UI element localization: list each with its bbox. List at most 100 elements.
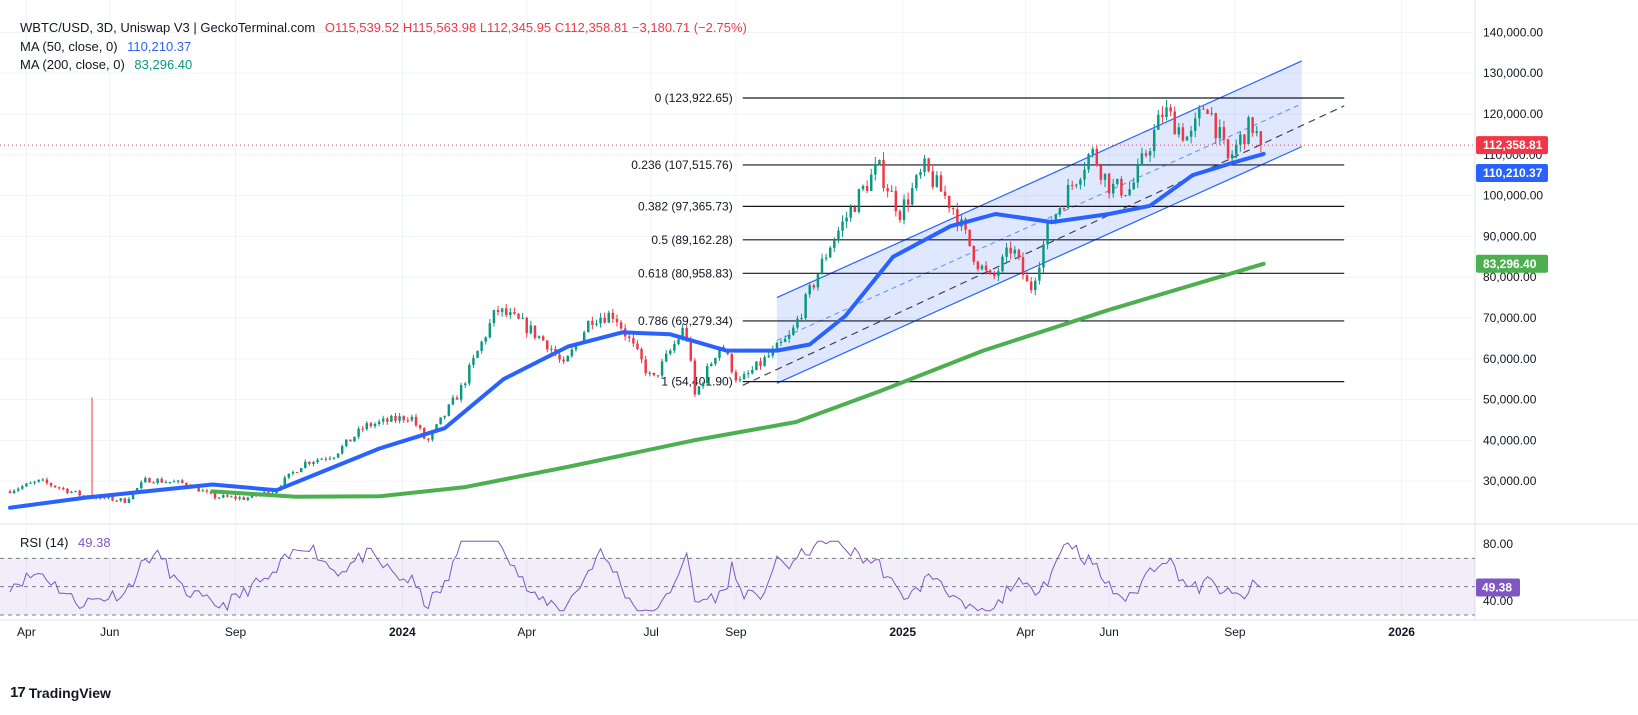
legend-ma50-row[interactable]: MA (50, close, 0) 110,210.37: [20, 39, 191, 55]
rsi-badge-label: 49.38: [1482, 581, 1512, 595]
candle-body: [890, 190, 893, 192]
tradingview-logo[interactable]: 17 TradingView: [10, 684, 111, 701]
candle: [911, 182, 914, 206]
candle-body: [250, 494, 254, 498]
candle: [521, 312, 524, 320]
candle-body: [435, 424, 438, 432]
candle-body: [1095, 148, 1099, 166]
candle-body: [697, 386, 701, 395]
candle-body: [664, 353, 668, 362]
time-axis-label: Apr: [17, 625, 36, 639]
candle: [41, 478, 45, 482]
candle-body: [21, 486, 24, 489]
candle: [451, 394, 455, 406]
candle: [783, 335, 787, 343]
candle: [1132, 177, 1135, 191]
candle-body: [1177, 127, 1181, 135]
candle-body: [1124, 195, 1127, 197]
candle-body: [865, 186, 869, 191]
price-badges: 112,358.81 110,210.37 83,296.40: [1476, 136, 1548, 273]
candle: [217, 497, 221, 499]
candle-body: [390, 415, 393, 422]
candle: [1230, 150, 1234, 163]
candle: [484, 336, 487, 345]
candle-body: [796, 318, 799, 328]
candle: [812, 283, 816, 290]
candle-body: [870, 174, 873, 191]
ohlc-open: O115,539.52: [324, 20, 400, 35]
candle-body: [1235, 144, 1238, 155]
candle: [234, 494, 237, 501]
candle: [1107, 172, 1111, 199]
rsi-label: RSI (14): [20, 535, 69, 550]
candle: [943, 185, 947, 200]
price-badge[interactable]: 110,210.37: [1476, 163, 1548, 182]
candle-body: [521, 317, 524, 319]
legend-ma200-row[interactable]: MA (200, close, 0) 83,296.40: [20, 57, 192, 73]
ohlc-close: C112,358.81: [554, 20, 629, 35]
candle-body: [1140, 153, 1144, 164]
candle: [480, 340, 483, 354]
candle-body: [636, 343, 639, 349]
candle-body: [1083, 169, 1086, 180]
candle: [361, 426, 364, 433]
candle: [734, 369, 738, 383]
candle: [993, 271, 996, 280]
candle: [345, 439, 348, 448]
candle-body: [906, 199, 910, 205]
candle: [1177, 123, 1181, 138]
candle: [496, 305, 500, 316]
candle-body: [1193, 118, 1197, 131]
candle: [25, 482, 28, 488]
candle: [730, 353, 734, 374]
candle: [1169, 104, 1172, 117]
candle: [1029, 277, 1033, 294]
candle: [1046, 223, 1049, 250]
legend-rsi-row[interactable]: RSI (14) 49.38: [20, 535, 111, 551]
candle-body: [816, 274, 820, 288]
candle: [619, 319, 623, 330]
candle-body: [291, 472, 295, 474]
price-badge[interactable]: 83,296.40: [1476, 254, 1548, 273]
candle: [1087, 152, 1090, 173]
price-badge-label: 83,296.40: [1483, 257, 1537, 271]
candle: [849, 204, 852, 222]
candle: [509, 307, 512, 319]
candle: [808, 281, 811, 298]
candle: [123, 497, 127, 504]
candle-body: [488, 323, 492, 338]
rsi-value-badge[interactable]: 49.38: [1476, 578, 1520, 597]
price-badge[interactable]: 112,358.81: [1476, 136, 1548, 155]
candle-body: [213, 493, 217, 499]
candle-body: [74, 490, 77, 492]
candle: [837, 226, 840, 243]
candle: [1148, 147, 1152, 162]
candle-body: [1218, 127, 1222, 139]
candle: [418, 424, 422, 431]
candle: [476, 350, 479, 359]
candle: [669, 348, 672, 356]
candle: [939, 171, 943, 192]
candle-body: [1058, 208, 1062, 215]
candle: [947, 195, 951, 213]
candle-body: [140, 482, 143, 489]
candle: [455, 395, 459, 400]
candle: [164, 480, 168, 484]
candle-body: [927, 158, 930, 172]
price-axis-label: 60,000.00: [1483, 352, 1537, 366]
candle-body: [1165, 107, 1168, 118]
candle: [1239, 131, 1242, 152]
candle: [952, 207, 955, 216]
candle-body: [336, 453, 340, 458]
candle-body: [25, 483, 28, 487]
price-axis-label: 90,000.00: [1483, 229, 1537, 243]
candle-body: [287, 473, 291, 478]
candle-body: [669, 350, 672, 354]
price-axis-label: 120,000.00: [1483, 107, 1543, 121]
ohlc-low: L112,345.95: [479, 20, 552, 35]
candle-body: [1222, 127, 1226, 140]
rsi-line: [9, 540, 1262, 612]
candle-body: [369, 423, 373, 427]
candle-body: [939, 175, 943, 192]
